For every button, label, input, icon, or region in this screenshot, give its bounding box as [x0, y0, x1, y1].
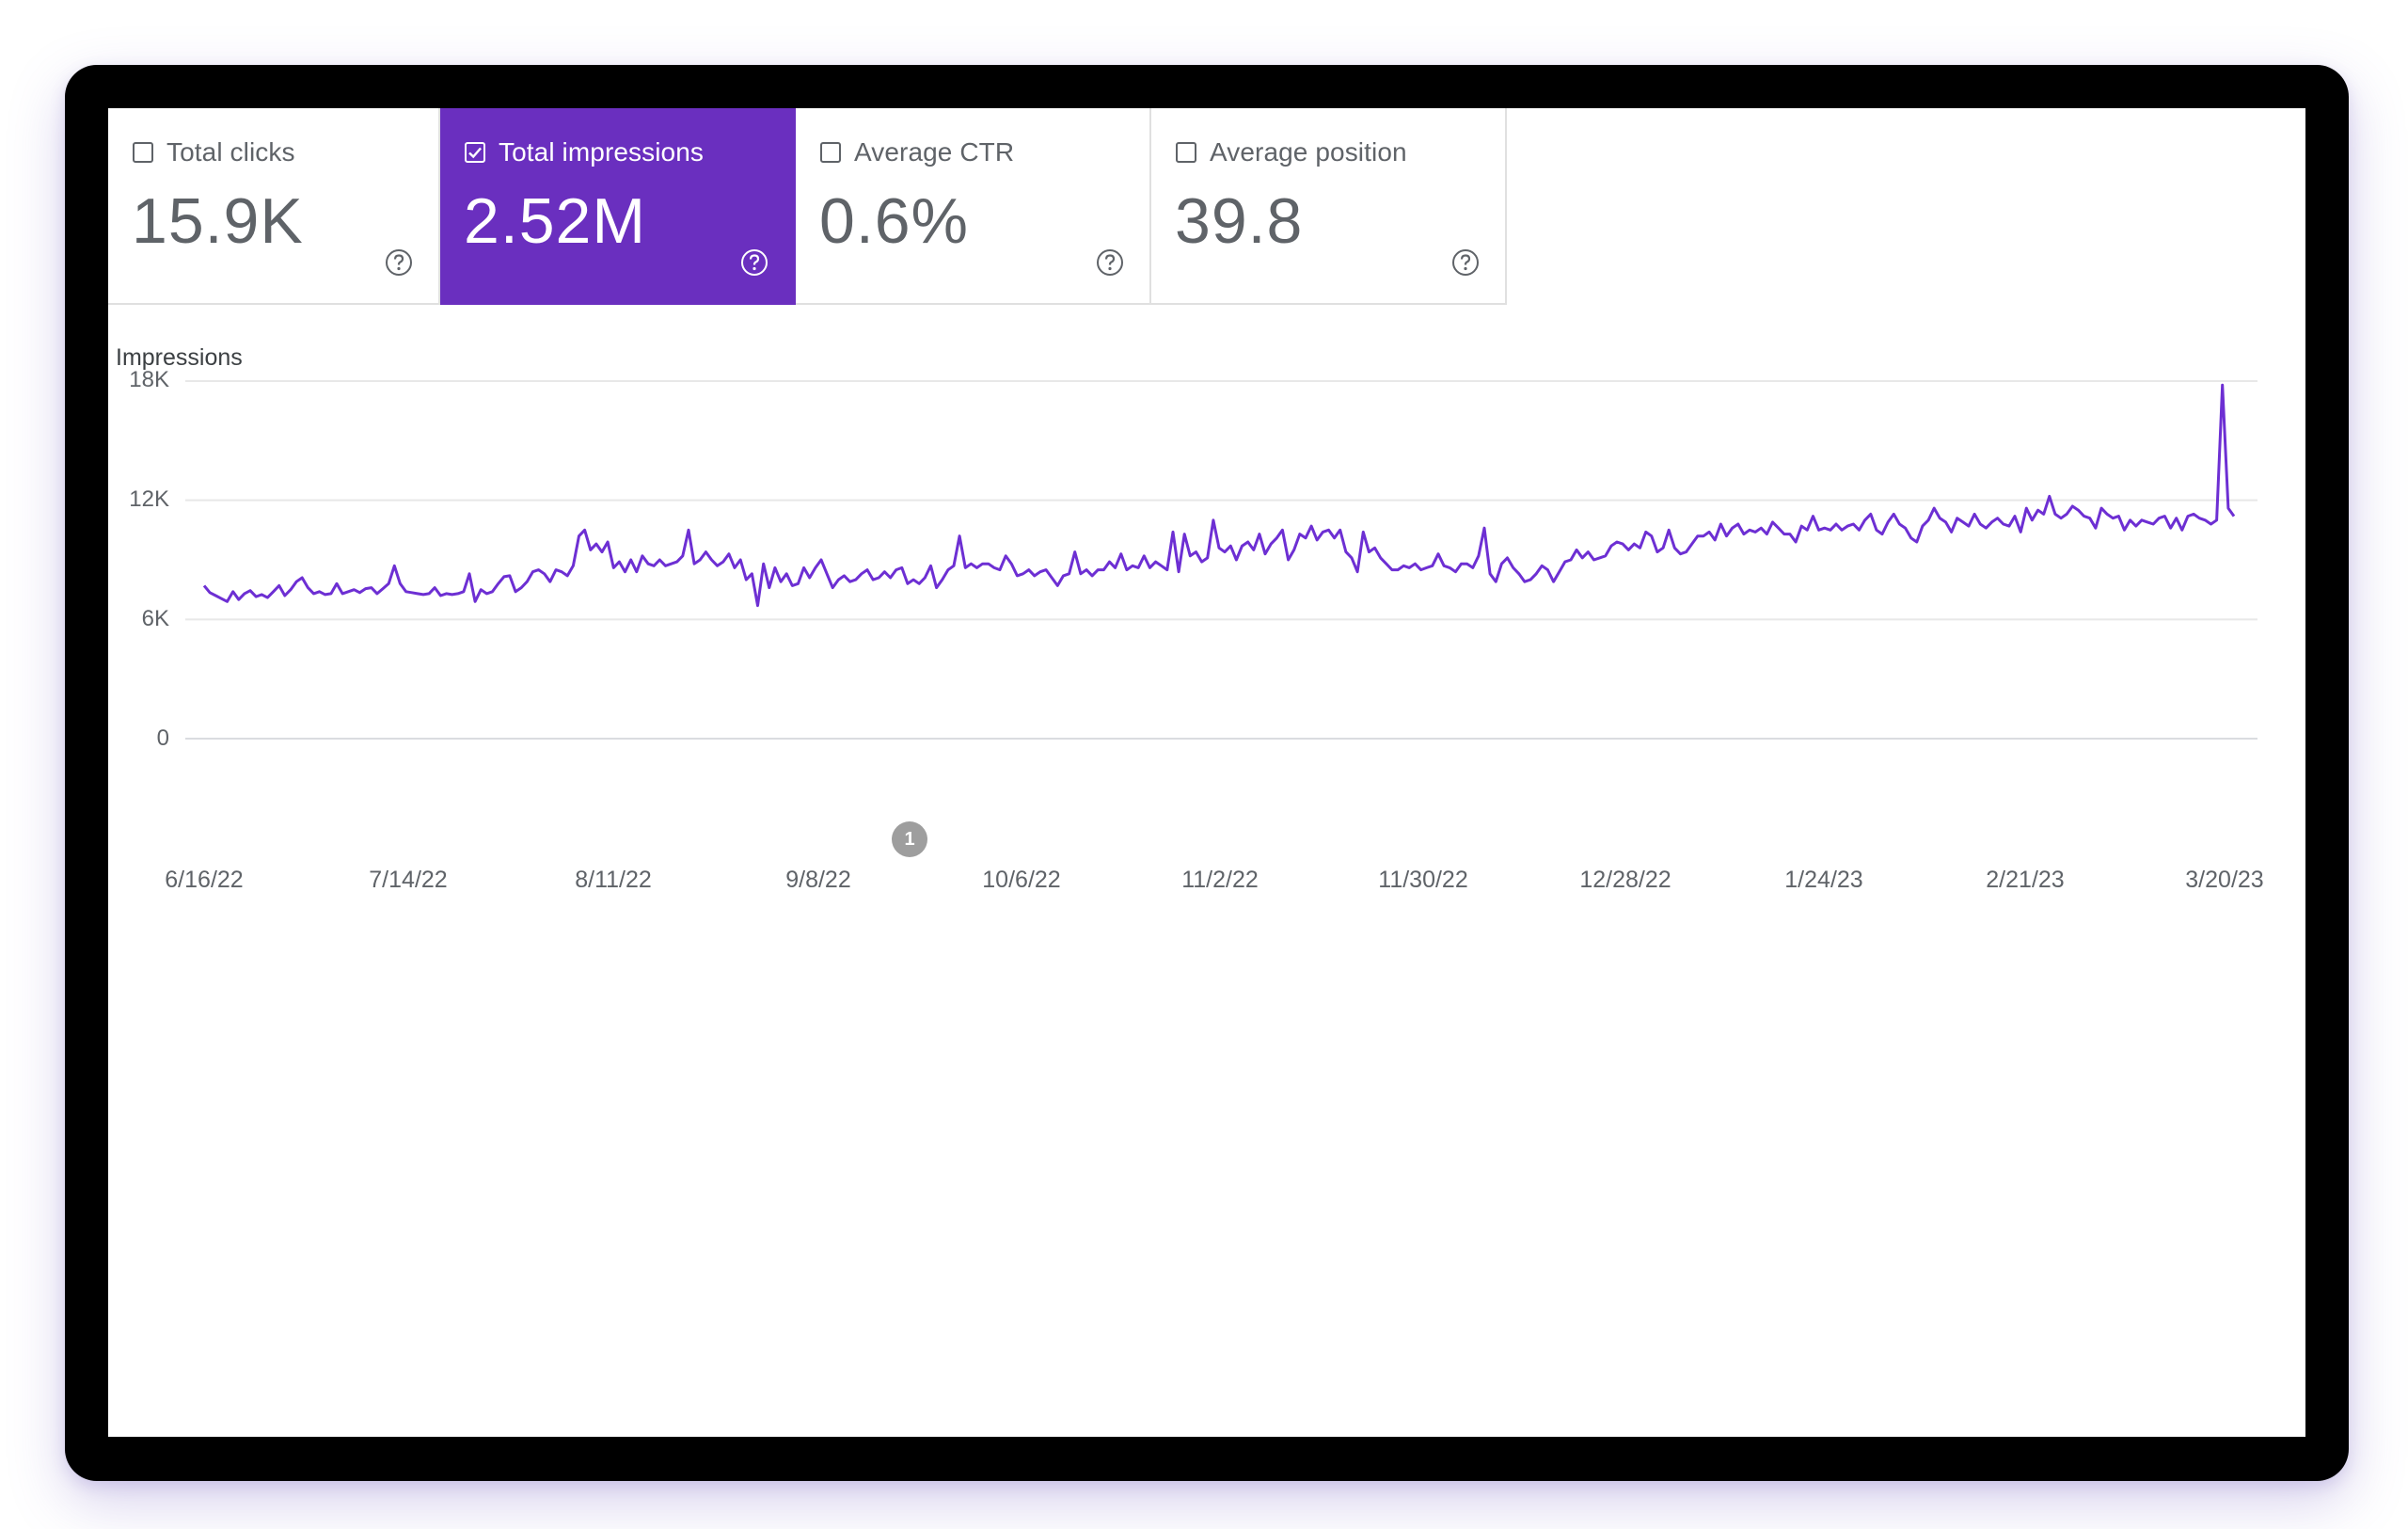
x-tick-label: 7/14/22	[369, 867, 448, 893]
x-tick-label: 12/28/22	[1579, 867, 1671, 893]
checkbox-icon[interactable]	[133, 142, 153, 163]
impressions-chart: Impressions 18K 12K 6K 0 6/16/22 7/14/22…	[108, 343, 2305, 983]
y-axis-title: Impressions	[116, 344, 243, 371]
help-icon[interactable]	[1450, 247, 1481, 278]
x-tick-label: 11/2/22	[1181, 867, 1259, 893]
metric-label: Total clicks	[166, 137, 295, 167]
metric-label: Average position	[1210, 137, 1407, 167]
metric-label: Average CTR	[854, 137, 1015, 167]
x-tick-label: 10/6/22	[982, 867, 1061, 893]
metric-card-total-impressions[interactable]: Total impressions 2.52M	[440, 108, 796, 305]
y-tick-label: 18K	[129, 367, 169, 392]
y-tick-label: 6K	[141, 606, 169, 631]
help-icon[interactable]	[1095, 247, 1125, 278]
metric-value: 15.9K	[132, 185, 304, 257]
chart-plot	[185, 380, 2258, 740]
help-icon[interactable]	[384, 247, 414, 278]
metric-value: 0.6%	[819, 185, 969, 257]
y-tick-label: 12K	[129, 486, 169, 512]
checkbox-icon[interactable]	[1176, 142, 1196, 163]
x-tick-label: 6/16/22	[165, 867, 244, 893]
y-tick-label: 0	[156, 725, 169, 751]
metric-card-total-clicks[interactable]: Total clicks 15.9K	[108, 108, 440, 305]
metric-label: Total impressions	[499, 137, 705, 167]
x-tick-label: 8/11/22	[575, 867, 652, 893]
metric-card-average-ctr[interactable]: Average CTR 0.6%	[796, 108, 1151, 305]
x-tick-label: 11/30/22	[1378, 867, 1468, 893]
search-console-performance-panel: Total clicks 15.9K Total impressions 2.5…	[108, 108, 2305, 1437]
metric-value: 2.52M	[464, 185, 646, 257]
x-tick-label: 1/24/23	[1784, 867, 1863, 893]
impressions-series-line	[202, 383, 2236, 608]
checkbox-icon[interactable]	[820, 142, 841, 163]
metric-card-average-position[interactable]: Average position 39.8	[1151, 108, 1507, 305]
x-tick-label: 9/8/22	[785, 867, 851, 893]
x-tick-label: 2/21/23	[1986, 867, 2065, 893]
x-tick-label: 3/20/23	[2185, 867, 2264, 893]
annotation-marker[interactable]: 1	[892, 821, 927, 857]
checkbox-checked-icon[interactable]	[465, 142, 485, 163]
metric-cards: Total clicks 15.9K Total impressions 2.5…	[108, 108, 1507, 305]
metric-value: 39.8	[1175, 185, 1304, 257]
help-icon[interactable]	[739, 247, 769, 278]
